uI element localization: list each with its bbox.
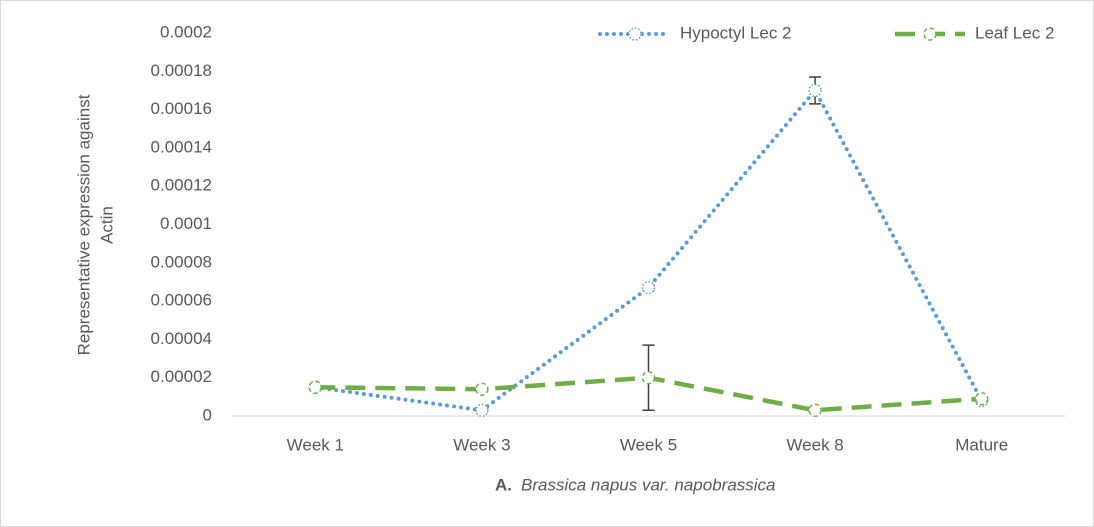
y-tick-label: 0.0002 (160, 22, 212, 41)
x-axis-label: Brassica napus var. napobrassica (521, 475, 776, 494)
data-point (808, 83, 822, 98)
x-tick-label: Week 1 (287, 435, 344, 454)
x-tick-label: Week 3 (453, 435, 510, 454)
x-axis-label: A. (495, 475, 512, 494)
legend-label: Hypoctyl Lec 2 (680, 23, 792, 42)
legend-marker (628, 27, 642, 41)
data-point (308, 380, 323, 395)
y-tick-label: 0.00012 (151, 176, 212, 195)
y-tick-label: 0.00016 (151, 99, 212, 118)
y-tick-label: 0.0001 (160, 214, 212, 233)
y-axis-label: Actin (97, 206, 116, 244)
series-line (313, 86, 984, 413)
y-tick-label: 0.00014 (151, 137, 212, 156)
data-point (641, 370, 656, 385)
data-point (974, 392, 989, 406)
x-tick-label: Mature (955, 435, 1008, 454)
data-point (475, 403, 489, 418)
legend-label: Leaf Lec 2 (975, 23, 1054, 42)
data-point (641, 280, 656, 295)
x-tick-label: Week 5 (620, 435, 677, 454)
y-tick-label: 0.00008 (151, 252, 212, 271)
y-tick-label: 0.00002 (151, 367, 212, 386)
y-tick-label: 0.00018 (151, 61, 212, 80)
y-axis-label: Representative expression against (74, 94, 93, 355)
data-point (475, 382, 489, 396)
legend-marker (923, 27, 937, 41)
x-tick-label: Week 8 (786, 435, 843, 454)
y-tick-label: 0.00004 (151, 329, 212, 348)
y-tick-label: 0 (203, 405, 212, 424)
y-tick-label: 0.00006 (151, 291, 212, 310)
data-point (808, 403, 822, 418)
